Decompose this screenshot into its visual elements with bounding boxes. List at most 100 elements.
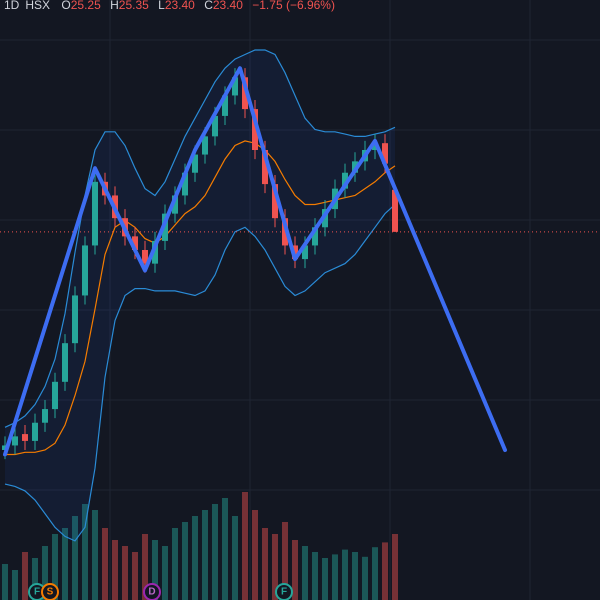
volume-bar — [202, 510, 208, 600]
candle-body — [222, 95, 228, 116]
candle-body — [2, 445, 8, 450]
candle-body — [42, 409, 48, 423]
candle-body — [152, 240, 158, 264]
volume-bar — [152, 540, 158, 600]
volume-bar — [332, 554, 338, 600]
badge[interactable] — [275, 583, 293, 600]
volume-bar — [132, 552, 138, 600]
close-label: C — [204, 0, 213, 12]
open-label: O — [61, 0, 70, 12]
zigzag-line — [3, 66, 507, 457]
volume-bar — [242, 492, 248, 600]
volume-bar — [22, 552, 28, 600]
volume-bar — [382, 542, 388, 600]
volume-bar — [362, 556, 368, 600]
volume-bar — [162, 546, 168, 600]
volume-bar — [252, 510, 258, 600]
volume-bar — [82, 504, 88, 600]
badge[interactable] — [143, 583, 161, 600]
band-lower — [4, 204, 396, 542]
candle-body — [272, 184, 278, 219]
candle-body — [382, 143, 388, 164]
volume-bar — [2, 564, 8, 600]
candle-body — [52, 381, 58, 410]
candle-body — [242, 77, 248, 110]
volume-bar — [222, 498, 228, 600]
volume-bar — [42, 546, 48, 600]
candle-body — [392, 189, 398, 232]
volume-bar — [262, 528, 268, 600]
badge-label: F — [281, 587, 287, 598]
badge-label: D — [148, 587, 155, 598]
badge[interactable] — [41, 583, 59, 600]
moving-average — [5, 140, 396, 456]
volume-bar — [182, 522, 188, 600]
volume-bar — [232, 516, 238, 600]
volume-bar — [272, 534, 278, 600]
volume-bar — [52, 534, 58, 600]
candle-body — [172, 195, 178, 214]
candle-body — [72, 295, 78, 344]
candle-body — [22, 434, 28, 441]
volume-bar — [72, 516, 78, 600]
change: −1.75 (−6.96%) — [252, 0, 335, 12]
volume-bar — [62, 528, 68, 600]
candle-body — [302, 245, 308, 260]
candle-body — [92, 181, 98, 246]
header: 1D HSX O25.25 H25.35 L23.40 C23.40 −1.75 … — [4, 0, 335, 12]
close-value: 23.40 — [213, 0, 243, 12]
low-value: 23.40 — [165, 0, 195, 12]
band-fill — [5, 50, 395, 541]
candle-body — [182, 172, 188, 196]
candle-body — [312, 227, 318, 246]
high-label: H — [110, 0, 119, 12]
volume-bar — [212, 504, 218, 600]
candle-body — [212, 115, 218, 137]
volume-bar — [102, 528, 108, 600]
volume-bar — [12, 570, 18, 600]
volume-bar — [282, 522, 288, 600]
event-badges: F S D F — [28, 583, 293, 600]
low-label: L — [158, 0, 165, 12]
band-layer — [0, 49, 600, 542]
candle-body — [342, 172, 348, 189]
volume-bar — [32, 558, 38, 600]
candle-body — [82, 245, 88, 296]
volume-bar — [112, 540, 118, 600]
badge-label: F — [34, 587, 40, 598]
candle-body — [32, 422, 38, 441]
volume-bar — [352, 552, 358, 600]
volume-bar — [372, 547, 378, 600]
volume-bar — [302, 546, 308, 600]
candle-body — [262, 150, 268, 185]
high-value: 25.35 — [119, 0, 149, 12]
volume-bar — [392, 534, 398, 600]
badge-label: S — [47, 587, 54, 598]
volume-bar — [172, 528, 178, 600]
volume-layer — [2, 492, 398, 600]
volume-bar — [312, 552, 318, 600]
candle-body — [252, 109, 258, 150]
candle-body — [132, 236, 138, 250]
volume-bar — [142, 534, 148, 600]
open-value: 25.25 — [71, 0, 101, 12]
candle-body — [62, 343, 68, 382]
band-upper — [4, 49, 396, 428]
interval: 1D — [4, 0, 20, 12]
drawing-layer — [3, 66, 507, 457]
volume-bar — [292, 540, 298, 600]
candle-body — [192, 154, 198, 173]
volume-bar — [342, 549, 348, 600]
volume-bar — [322, 558, 328, 600]
candle-body — [12, 436, 18, 446]
candle-body — [282, 218, 288, 246]
candle-body — [232, 77, 238, 96]
candle-body — [202, 136, 208, 155]
exchange: HSX — [25, 0, 50, 12]
candle-body — [372, 143, 378, 150]
volume-bar — [192, 516, 198, 600]
candle-body — [142, 250, 148, 264]
